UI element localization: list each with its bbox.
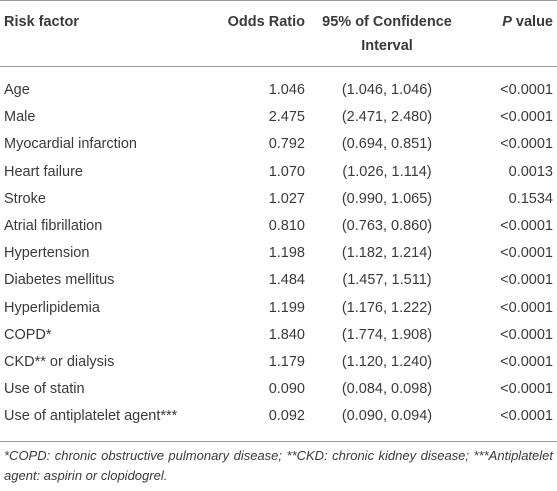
table-row: Atrial fibrillation 0.810 (0.763, 0.860) <0…	[0, 213, 557, 240]
table-cell: Myocardial infarction	[4, 136, 137, 153]
table-cell: 0.090	[268, 381, 305, 398]
table-row: Hypertension 1.198 (1.182, 1.214) <0.0001	[0, 240, 557, 267]
table-cell: 0.0013	[508, 163, 553, 180]
table-cell: (0.694, 0.851)	[341, 136, 433, 153]
table-row: Use of statin 0.090 (0.084, 0.098) <0.0001	[0, 376, 557, 403]
header-cell: P value	[502, 14, 553, 30]
header-row: Risk factor Odds Ratio 95% of Confidence I…	[0, 0, 557, 67]
table-cell: 0.792	[268, 136, 305, 153]
table-cell: <0.0001	[500, 82, 553, 98]
table-cell: <0.0001	[500, 272, 553, 289]
table-cell: (1.182, 1.214)	[341, 245, 433, 262]
table-cell: 1.199	[268, 299, 305, 316]
table-cell: <0.0001	[500, 354, 553, 371]
table-cell: Atrial fibrillation	[4, 218, 103, 235]
table-cell: Stroke	[4, 190, 46, 207]
table-row: COPD* 1.840 (1.774, 1.908) <0.0001	[0, 322, 557, 349]
table-cell: Use of antiplatelet agent***	[4, 408, 178, 425]
table-row: CKD** or dialysis 1.179 (1.120, 1.240) <0.0…	[0, 349, 557, 376]
table-cell: CKD** or dialysis	[4, 354, 115, 371]
table-cell: Hypertension	[4, 245, 90, 262]
table-cell: 1.070	[268, 163, 305, 180]
table-cell: (1.046, 1.046)	[341, 82, 433, 98]
table-cell: Age	[4, 82, 30, 98]
table-cell: 0.092	[268, 408, 305, 425]
table-cell: (2.471, 2.480)	[341, 109, 433, 126]
table-cell: 2.475	[268, 109, 305, 126]
table-cell: (0.084, 0.098)	[341, 381, 433, 398]
header-cell: Risk factor	[4, 14, 79, 30]
table-cell: Diabetes mellitus	[4, 272, 115, 289]
table-row: Use of antiplatelet agent*** 0.092 (0.090,…	[0, 403, 557, 442]
table-cell: (0.090, 0.094)	[341, 408, 433, 425]
header-cell: Odds Ratio	[227, 14, 305, 30]
table-row: Stroke 1.027 (0.990, 1.065) 0.1534	[0, 186, 557, 213]
table-cell: <0.0001	[500, 136, 553, 153]
table-cell: 1.484	[268, 272, 305, 289]
table-cell: <0.0001	[500, 299, 553, 316]
table-cell: (1.457, 1.511)	[342, 272, 432, 289]
table-cell: Male	[4, 109, 36, 126]
table-row: Hyperlipidemia 1.199 (1.176, 1.222) <0.0001	[0, 295, 557, 322]
table-cell: 1.198	[268, 245, 305, 262]
table-row: Heart failure 1.070 (1.026, 1.114) 0.0013	[0, 159, 557, 186]
table-row: Male 2.475 (2.471, 2.480) <0.0001	[0, 104, 557, 131]
table-cell: (1.120, 1.240)	[341, 354, 433, 371]
table-cell: <0.0001	[500, 408, 553, 425]
header-cell: 95% of Confidence Interval	[322, 14, 452, 54]
table: Risk factor Odds Ratio 95% of Confidence I…	[0, 0, 557, 442]
table-cell: 1.027	[268, 190, 305, 207]
table-cell: (1.026, 1.114)	[342, 163, 432, 180]
table-cell: <0.0001	[500, 109, 553, 126]
table-cell: 1.046	[268, 82, 305, 98]
table-row: Diabetes mellitus 1.484 (1.457, 1.511) <0.0…	[0, 267, 557, 294]
table-cell: (1.774, 1.908)	[341, 326, 433, 343]
table-cell: 1.179	[268, 354, 305, 371]
table-cell: 0.1534	[508, 190, 553, 207]
table-cell: <0.0001	[500, 218, 553, 235]
table-cell: <0.0001	[500, 245, 553, 262]
table-cell: COPD*	[4, 326, 52, 343]
table-cell: Heart failure	[4, 163, 83, 180]
footnote: *COPD: chronic obstructive pulmonary dis…	[4, 447, 553, 483]
table-cell: 0.810	[268, 218, 305, 235]
table-cell: (1.176, 1.222)	[341, 299, 433, 316]
table-cell: (0.763, 0.860)	[341, 218, 433, 235]
table-header: Risk factor Odds Ratio 95% of Confidence I…	[0, 0, 557, 67]
table-cell: (0.990, 1.065)	[341, 190, 433, 207]
table-row: Age 1.046 (1.046, 1.046) <0.0001	[0, 67, 557, 105]
table-cell: Hyperlipidemia	[4, 299, 100, 316]
table-row: Myocardial infarction 0.792 (0.694, 0.851)…	[0, 131, 557, 158]
table-body: Age 1.046 (1.046, 1.046) <0.0001 Male 2.475 (2…	[0, 67, 557, 442]
table-cell: 1.840	[268, 326, 305, 343]
table-cell: <0.0001	[500, 381, 553, 398]
table-cell: Use of statin	[4, 381, 85, 398]
table-cell: <0.0001	[500, 326, 553, 343]
